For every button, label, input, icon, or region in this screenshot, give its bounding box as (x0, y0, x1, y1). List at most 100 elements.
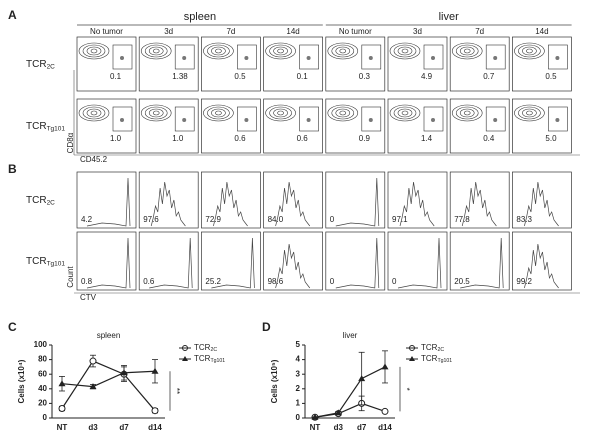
panel-letter: B (8, 162, 17, 176)
contour (327, 104, 359, 122)
events (120, 56, 124, 60)
percent-divided: 0.8 (81, 277, 93, 286)
gate-percent: 4.9 (421, 72, 433, 81)
point (89, 357, 97, 365)
contour (269, 106, 292, 120)
histogram-panel (512, 231, 572, 291)
contour (331, 106, 355, 120)
x-tick-label: NT (310, 423, 321, 432)
gate (423, 106, 444, 132)
events (182, 56, 187, 60)
contour (152, 48, 160, 54)
y-axis-label: Cells (x10⁴) (17, 359, 26, 403)
gate-percent: 0.9 (359, 134, 371, 143)
flow-plot (201, 98, 261, 154)
contour (148, 46, 164, 56)
contour (455, 106, 479, 120)
events (431, 56, 435, 60)
point (311, 413, 319, 420)
group-header: liver (439, 11, 460, 23)
point (151, 367, 159, 374)
histogram (150, 181, 186, 227)
significance: * (402, 388, 411, 391)
contour (277, 48, 284, 54)
y-tick-label: 2 (296, 384, 301, 393)
x-tick-label: d14 (378, 423, 392, 432)
contour (90, 110, 98, 116)
contour (215, 110, 222, 116)
contour (389, 104, 421, 122)
percent-divided: 97.1 (392, 215, 408, 224)
flow-plot (201, 36, 261, 92)
contour (335, 108, 351, 118)
flow-plot (325, 36, 386, 92)
histogram (399, 181, 435, 227)
flow-plot (263, 36, 323, 92)
x-tick-label: d14 (148, 423, 162, 432)
point (334, 409, 342, 416)
contour (463, 48, 471, 54)
gate-percent: 1.4 (421, 134, 433, 143)
histogram (211, 237, 255, 289)
percent-divided: 25.2 (205, 277, 221, 286)
histogram (397, 237, 442, 289)
contour (397, 108, 413, 118)
contour (277, 110, 284, 116)
percent-divided: 20.5 (454, 277, 470, 286)
point (58, 380, 66, 387)
contour (82, 106, 106, 120)
histogram (86, 237, 131, 289)
gate (548, 106, 568, 132)
column-header: 7d (226, 27, 235, 36)
contour (522, 108, 537, 118)
events (306, 118, 311, 122)
contour (82, 44, 106, 58)
contour (211, 46, 226, 56)
contour (207, 44, 230, 58)
legend-label: TCR2C (194, 343, 217, 353)
percent-divided: 99.2 (516, 277, 532, 286)
contour (211, 108, 226, 118)
flow-plot (138, 98, 199, 154)
events (244, 118, 249, 122)
contour (148, 108, 164, 118)
gate-percent: 0.6 (234, 134, 246, 143)
flow-plot (449, 98, 510, 154)
contour (397, 46, 413, 56)
contour (327, 42, 359, 60)
y-tick-label: 0 (43, 413, 48, 422)
contour (90, 48, 98, 54)
x-tick-label: d3 (88, 423, 98, 432)
gate (485, 106, 506, 132)
histogram-panel (449, 171, 510, 229)
contour (203, 104, 234, 122)
contour (273, 108, 288, 118)
percent-divided: 98.6 (268, 277, 284, 286)
histogram (275, 181, 311, 227)
gate (174, 106, 195, 132)
x-tick-label: d7 (357, 423, 367, 432)
histogram-panel (76, 231, 137, 291)
column-header: 7d (475, 27, 484, 36)
column-header: 3d (413, 27, 422, 36)
gate (423, 44, 444, 70)
gate (112, 44, 133, 70)
gate-percent: 0.5 (234, 72, 246, 81)
row-label: TCRTg101 (26, 121, 65, 132)
flow-plot (76, 36, 137, 92)
flow-plot (449, 36, 510, 92)
percent-divided: 72.9 (205, 215, 221, 224)
contour (207, 106, 230, 120)
percent-divided: 0.6 (143, 277, 155, 286)
histogram-panel (138, 171, 199, 229)
contour (86, 108, 102, 118)
chart-title: spleen (97, 331, 121, 340)
point (381, 407, 389, 415)
contour (514, 104, 545, 122)
contour (518, 44, 541, 58)
gate-percent: 0.6 (297, 134, 309, 143)
events (555, 118, 560, 122)
events (306, 56, 311, 60)
contour (140, 104, 172, 122)
